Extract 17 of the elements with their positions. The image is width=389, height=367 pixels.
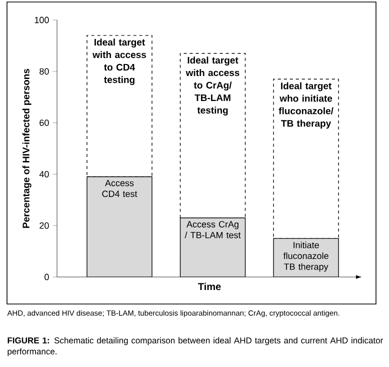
y-tick-label: 100 [34,16,49,24]
y-tick-label: 40 [39,171,49,178]
y-tick-label: 80 [40,68,49,75]
y-tick-label: 0 [44,274,49,280]
x-axis-title: Time [198,282,221,290]
y-axis-title: Percentage of HIV-infected persons [22,68,32,228]
data-label: Ideal target with access to CrAg/ TB-LAM testing [186,56,240,116]
bar [86,176,152,277]
data-label: Ideal target who initiate fluconazole/ TB therapy [278,82,334,129]
data-label: Ideal target with access to CD4 testing [92,38,146,86]
y-tick-label: 20 [40,222,49,229]
text: FIGURE 1: Schematic detailing comparison between ideal AHD targets and current AHD indicator performance. [8,337,383,356]
y-tick-label: 60 [40,120,49,126]
data-label: Access CD4 test [102,180,138,198]
data-label: Access CrAg / TB-LAM test [184,221,241,238]
bar [180,218,246,277]
data-label: Initiate fluconazole TB therapy [283,242,328,272]
